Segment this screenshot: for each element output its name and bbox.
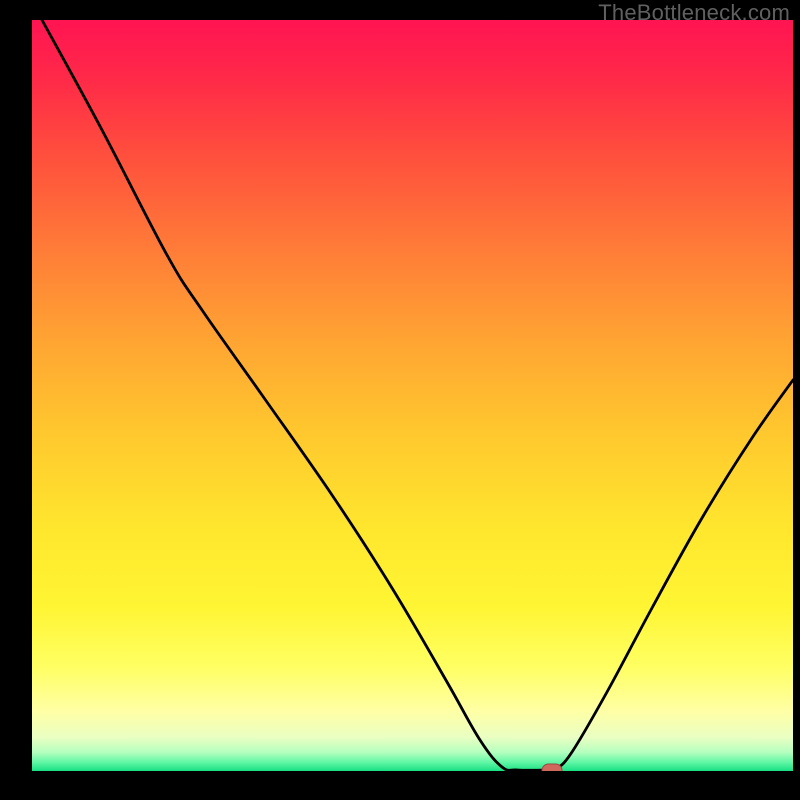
chart-frame: TheBottleneck.com (0, 0, 800, 800)
plot-area (32, 20, 793, 771)
curve-path (42, 20, 793, 771)
bottleneck-curve (32, 20, 793, 771)
optimal-marker (542, 764, 562, 771)
